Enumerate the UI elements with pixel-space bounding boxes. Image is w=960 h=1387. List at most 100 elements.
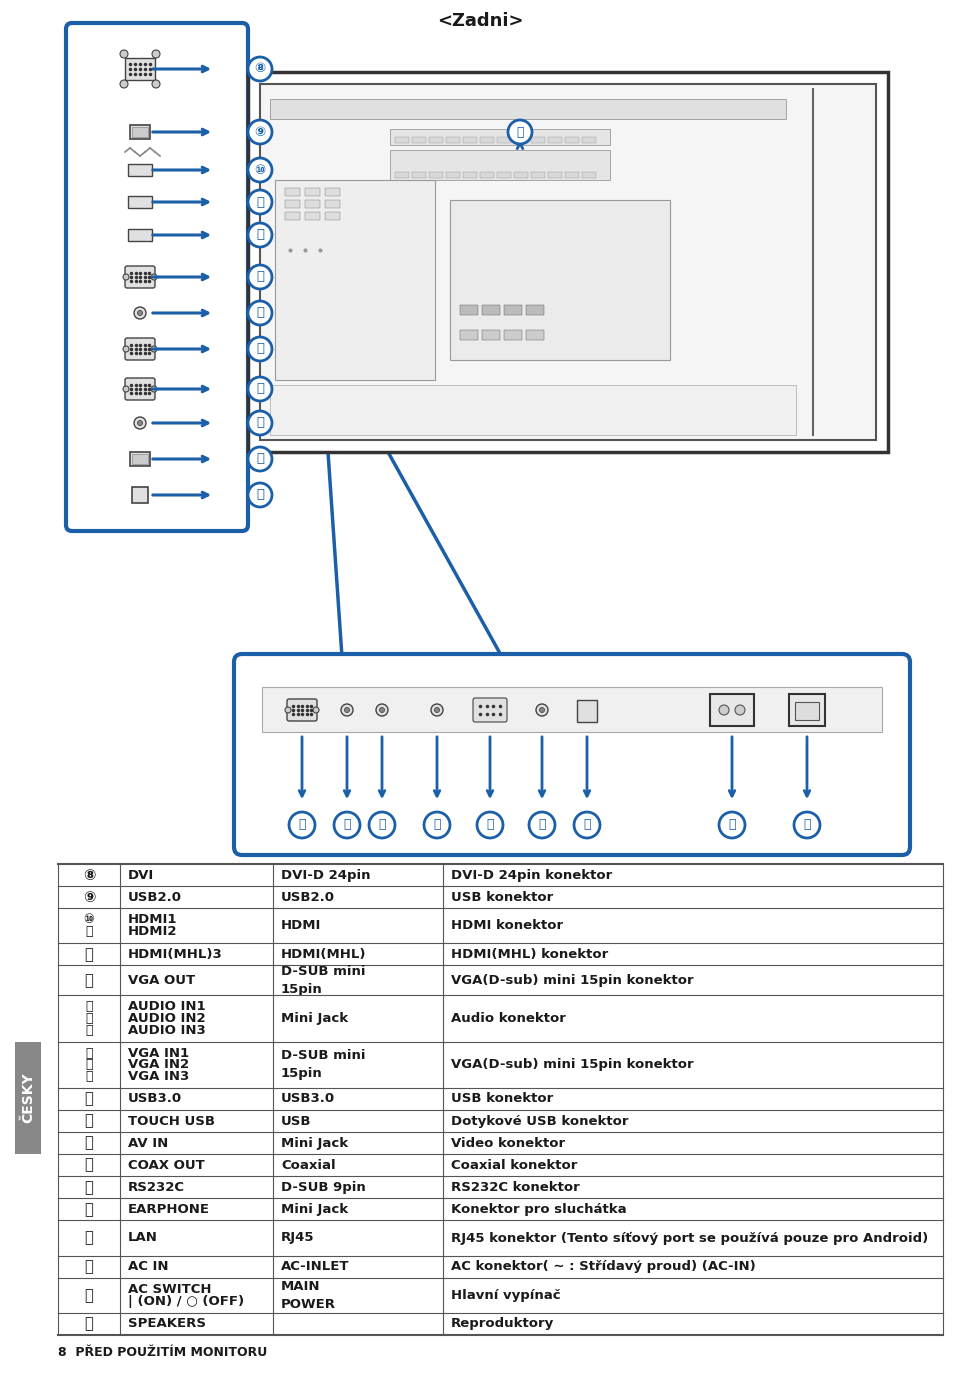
Bar [325,200,340,208]
Circle shape [151,386,157,393]
Bar [463,137,477,143]
Text: ⑪: ⑪ [256,196,264,208]
Bar [514,137,528,143]
Circle shape [123,275,129,280]
Circle shape [248,57,272,80]
Bar [482,305,500,315]
Text: Video konektor: Video konektor [451,1136,565,1150]
Text: AC SWITCH: AC SWITCH [128,1283,211,1295]
Bar [582,137,596,143]
Text: DVI-D 24pin konektor: DVI-D 24pin konektor [451,868,612,882]
Text: ⑨: ⑨ [254,125,266,139]
Bar [132,128,148,137]
Text: HDMI(MHL)3: HDMI(MHL)3 [128,947,223,961]
Text: ㉖: ㉖ [584,818,590,831]
Text: ⑲: ⑲ [84,1114,93,1129]
Text: HDMI(MHL) konektor: HDMI(MHL) konektor [451,947,609,961]
Text: ⑯: ⑯ [256,383,264,395]
Text: DVI: DVI [128,868,155,882]
Bar [446,137,460,143]
Circle shape [369,811,395,838]
Circle shape [345,707,349,713]
Bar [395,137,409,143]
Circle shape [435,707,440,713]
Circle shape [248,190,272,214]
Bar [270,386,796,436]
Circle shape [248,483,272,508]
Circle shape [248,411,272,436]
Text: DVI-D 24pin: DVI-D 24pin [281,868,371,882]
Circle shape [248,265,272,288]
Bar [789,694,825,725]
Circle shape [120,50,128,58]
Circle shape [151,345,157,352]
Bar [480,172,494,178]
Text: Dotykové USB konektor: Dotykové USB konektor [451,1115,629,1128]
Circle shape [248,377,272,401]
Text: D-SUB mini
15pin: D-SUB mini 15pin [281,965,366,996]
Bar [275,180,435,380]
Bar [305,189,320,196]
FancyBboxPatch shape [125,338,155,361]
Bar [565,137,579,143]
Text: VGA OUT: VGA OUT [128,974,195,988]
Bar [450,200,670,361]
Bar [305,200,320,208]
Bar [526,330,544,340]
Bar [480,137,494,143]
Text: ⑩: ⑩ [84,914,94,927]
Text: AC-INLET: AC-INLET [281,1261,349,1273]
Circle shape [248,121,272,144]
Bar [497,137,511,143]
Bar [132,454,148,465]
Text: 8  PŘED POUŽITÍM MONITORU: 8 PŘED POUŽITÍM MONITORU [58,1347,267,1359]
Text: ⑲: ⑲ [256,488,264,502]
Circle shape [285,707,291,713]
Bar [565,172,579,178]
Text: ㉓: ㉓ [433,818,441,831]
Text: VGA(D-sub) mini 15pin konektor: VGA(D-sub) mini 15pin konektor [451,1058,694,1071]
Text: RS232C konektor: RS232C konektor [451,1180,580,1194]
Text: USB konektor: USB konektor [451,890,553,903]
Bar [262,687,882,732]
Circle shape [289,811,315,838]
Bar [582,172,596,178]
Bar [412,172,426,178]
Bar [285,212,300,221]
Text: ㉘: ㉘ [84,1287,93,1302]
Text: ⑰: ⑰ [256,416,264,430]
Bar [260,85,876,440]
Text: HDMI(MHL): HDMI(MHL) [281,947,367,961]
Text: HDMI konektor: HDMI konektor [451,920,564,932]
Text: VGA IN1: VGA IN1 [128,1047,189,1060]
Text: RJ45: RJ45 [281,1232,315,1244]
Text: VGA(D-sub) mini 15pin konektor: VGA(D-sub) mini 15pin konektor [451,974,694,988]
Text: HDMI1: HDMI1 [128,914,178,927]
Circle shape [152,50,160,58]
Circle shape [508,121,532,144]
Bar [504,330,522,340]
Circle shape [152,80,160,87]
Circle shape [341,705,353,716]
Bar [548,137,562,143]
Circle shape [794,811,820,838]
Circle shape [313,707,319,713]
Text: Konektor pro sluchátka: Konektor pro sluchátka [451,1203,627,1216]
Text: ⑬: ⑬ [256,270,264,283]
Circle shape [123,386,129,393]
Bar [446,172,460,178]
Text: ㉒: ㉒ [378,818,386,831]
Bar [795,702,819,720]
Circle shape [120,80,128,87]
Circle shape [151,275,157,280]
Bar [285,200,300,208]
Text: HDMI2: HDMI2 [128,925,178,938]
Circle shape [379,707,385,713]
Bar [285,189,300,196]
Bar [710,694,754,725]
Circle shape [574,811,600,838]
Text: Mini Jack: Mini Jack [281,1013,348,1025]
Circle shape [477,811,503,838]
Text: USB3.0: USB3.0 [281,1093,335,1105]
Text: Hlavní vypínač: Hlavní vypínač [451,1289,561,1302]
